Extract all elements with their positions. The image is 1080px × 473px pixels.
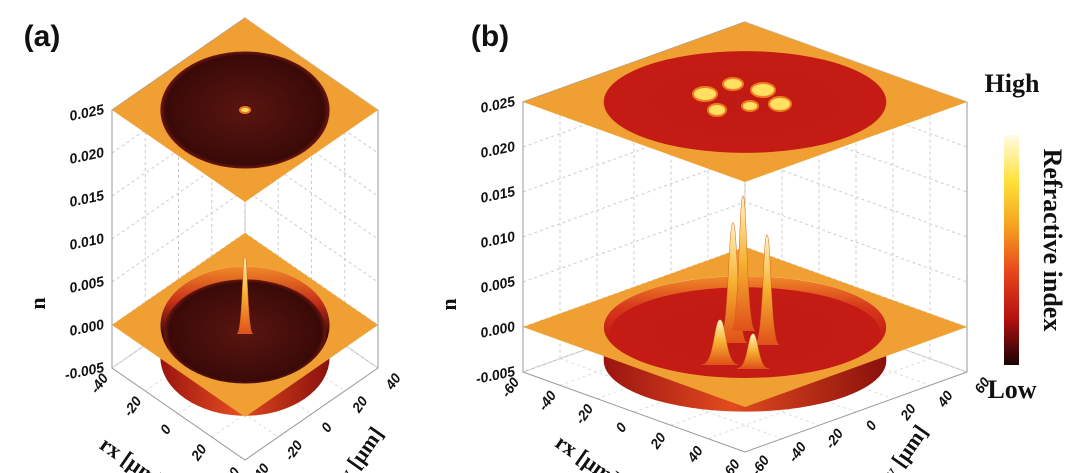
x-axis-label: rx [μm] [551, 429, 624, 473]
projection-spot [741, 100, 759, 112]
colorbar-low: Low [987, 375, 1036, 404]
y-tick-label: 0 [318, 419, 336, 435]
y-tick-label: 40 [933, 387, 956, 410]
x-tick-label: -40 [535, 388, 560, 414]
panel: -0.0050.0000.0050.0100.0150.0200.025-40-… [24, 17, 404, 473]
x-tick-label: 60 [721, 456, 743, 473]
projection-spot [768, 96, 792, 112]
y-tick-label: -20 [822, 426, 847, 452]
y-axis-label: ry [μm] [871, 420, 933, 473]
surface-floor [609, 287, 881, 379]
z-tick-label: 0.015 [479, 183, 517, 206]
surface-plane [112, 233, 378, 417]
z-tick-label: 0.015 [68, 187, 106, 210]
surface-peak [754, 234, 780, 345]
x-tick-label: 0 [612, 419, 630, 435]
z-tick-label: 0.020 [479, 138, 517, 161]
y-tick-label: 20 [896, 401, 919, 424]
y-tick-label: -20 [281, 437, 306, 463]
surface-peak [236, 255, 254, 335]
panel-label: (b) [471, 20, 509, 53]
panel-label: (a) [24, 20, 61, 53]
colorbar-title: Refractive index [1038, 149, 1067, 332]
colorbar-high: High [985, 69, 1040, 98]
x-tick-label: 0 [157, 421, 175, 437]
surface-peak [730, 195, 756, 331]
x-axis-label: rx [μm] [95, 431, 168, 473]
x-tick-label: -20 [572, 401, 597, 427]
surface-peak [736, 333, 770, 369]
z-tick-label: 0.010 [479, 228, 517, 251]
y-tick-label: 40 [381, 370, 404, 393]
z-axis-label: n [25, 297, 50, 309]
x-tick-label: 40 [683, 443, 706, 466]
y-tick-label: 0 [862, 417, 880, 433]
z-tick-label: 0.020 [68, 144, 106, 167]
x-tick-label: -20 [120, 393, 145, 419]
x-tick-label: 40 [220, 464, 243, 473]
z-tick-label: 0.025 [68, 101, 106, 124]
z-tick-label: 0.025 [479, 93, 517, 116]
y-tick-label: -40 [248, 460, 273, 473]
z-tick-label: 0.000 [479, 318, 517, 341]
surface-plane [523, 247, 967, 407]
projection-spot [692, 86, 718, 102]
z-tick-label: 0.010 [68, 230, 106, 253]
projection-spot [722, 77, 744, 91]
x-tick-label: 20 [187, 441, 210, 464]
x-tick-label: 20 [646, 429, 669, 452]
y-tick-label: -60 [748, 452, 773, 473]
z-tick-label: 0.005 [68, 273, 106, 296]
panel: -0.0050.0000.0050.0100.0150.0200.025-60-… [436, 20, 993, 473]
y-axis-label: ry [μm] [327, 422, 389, 473]
projection-spot [239, 106, 251, 114]
z-tick-label: 0.000 [68, 316, 106, 339]
colorbar [1004, 135, 1019, 365]
projection-spot [750, 82, 776, 98]
y-tick-label: -40 [785, 439, 810, 465]
y-tick-label: 20 [348, 393, 371, 416]
projection-spot [707, 103, 727, 117]
z-tick-label: 0.005 [479, 273, 517, 296]
z-axis-label: n [436, 298, 461, 310]
